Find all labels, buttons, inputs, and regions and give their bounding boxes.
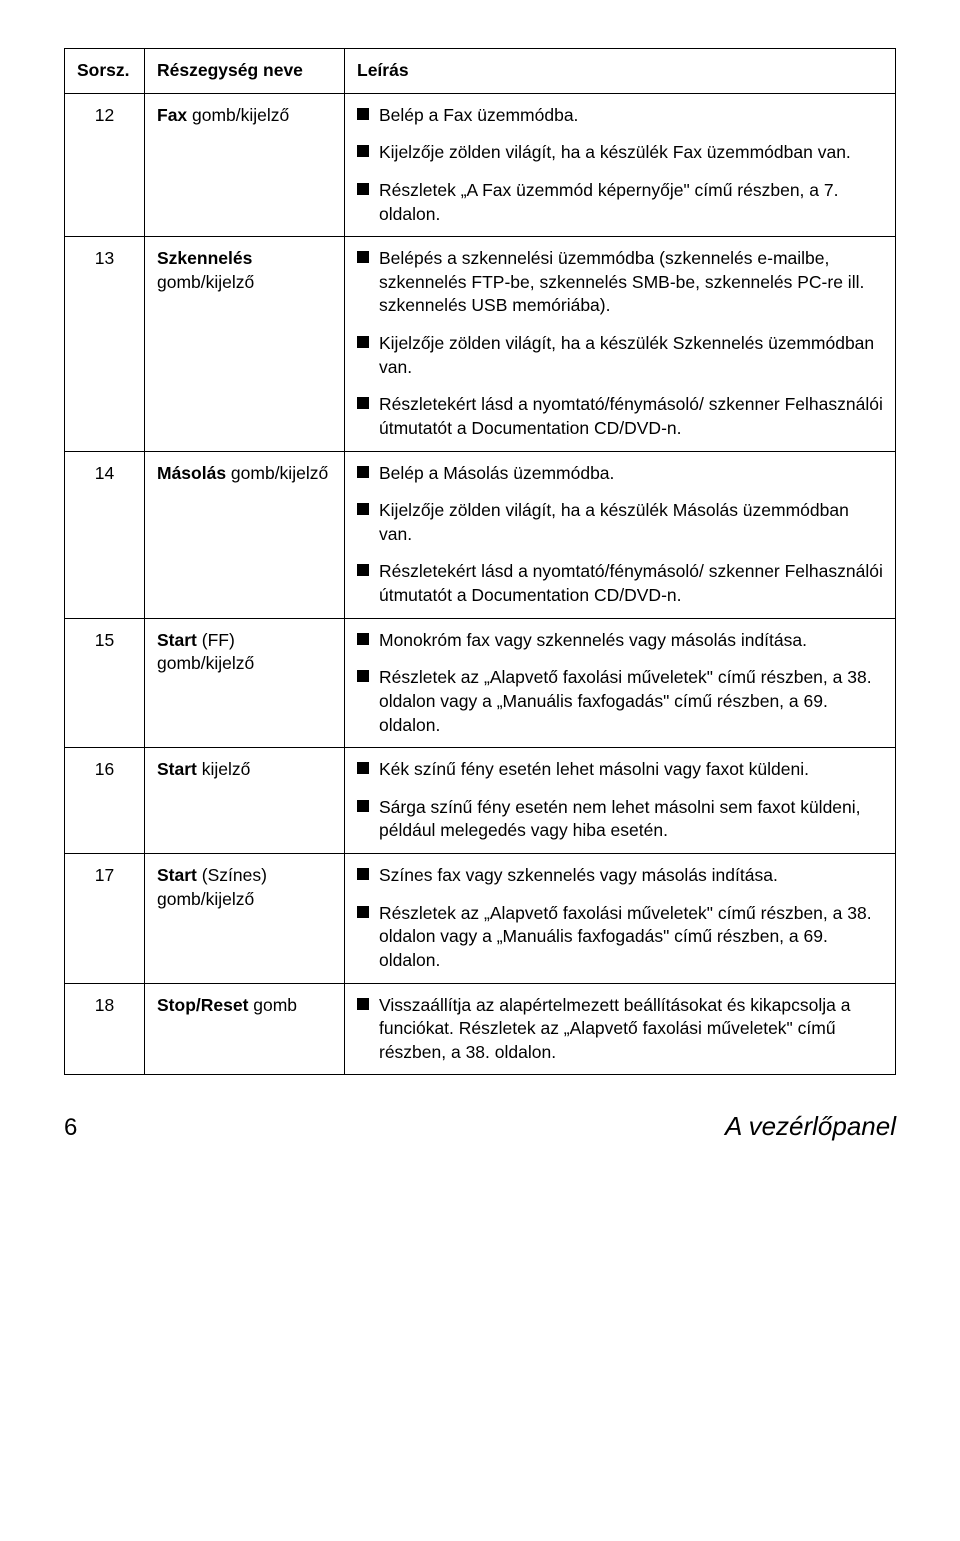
col-header-desc: Leírás xyxy=(345,49,896,94)
table-row: 16 Start kijelző Kék színű fény esetén l… xyxy=(65,748,896,854)
row-desc: Színes fax vagy szkennelés vagy másolás … xyxy=(345,854,896,984)
row-name: Start (Színes) gomb/kijelző xyxy=(145,854,345,984)
table-row: 17 Start (Színes) gomb/kijelző Színes fa… xyxy=(65,854,896,984)
row-desc: Kék színű fény esetén lehet másolni vagy… xyxy=(345,748,896,854)
bullet-item: Monokróm fax vagy szkennelés vagy másolá… xyxy=(357,629,883,653)
bullet-item: Részletekért lásd a nyomtató/fénymásoló/… xyxy=(357,393,883,440)
row-num: 13 xyxy=(65,237,145,451)
row-num: 17 xyxy=(65,854,145,984)
row-num: 15 xyxy=(65,618,145,748)
col-header-num: Sorsz. xyxy=(65,49,145,94)
row-num: 16 xyxy=(65,748,145,854)
row-name: Szkennelés gomb/kijelző xyxy=(145,237,345,451)
bullet-item: Kijelzője zölden világít, ha a készülék … xyxy=(357,141,883,165)
row-desc: Belépés a szkennelési üzemmódba (szkenne… xyxy=(345,237,896,451)
bullet-item: Részletekért lásd a nyomtató/fénymásoló/… xyxy=(357,560,883,607)
table-row: 13 Szkennelés gomb/kijelző Belépés a szk… xyxy=(65,237,896,451)
row-name: Start (FF) gomb/kijelző xyxy=(145,618,345,748)
row-desc: Belép a Fax üzemmódba. Kijelzője zölden … xyxy=(345,93,896,237)
row-desc: Visszaállítja az alapértelmezett beállít… xyxy=(345,983,896,1075)
bullet-item: Belép a Másolás üzemmódba. xyxy=(357,462,883,486)
table-body: 12 Fax gomb/kijelző Belép a Fax üzemmódb… xyxy=(65,93,896,1075)
row-num: 14 xyxy=(65,451,145,618)
table-row: 18 Stop/Reset gomb Visszaállítja az alap… xyxy=(65,983,896,1075)
bullet-item: Sárga színű fény esetén nem lehet másoln… xyxy=(357,796,883,843)
bullet-item: Belépés a szkennelési üzemmódba (szkenne… xyxy=(357,247,883,318)
table-row: 12 Fax gomb/kijelző Belép a Fax üzemmódb… xyxy=(65,93,896,237)
col-header-name: Részegység neve xyxy=(145,49,345,94)
row-name: Stop/Reset gomb xyxy=(145,983,345,1075)
bullet-item: Részletek „A Fax üzemmód képernyője" cím… xyxy=(357,179,883,226)
bullet-item: Kijelzője zölden világít, ha a készülék … xyxy=(357,332,883,379)
bullet-item: Részletek az „Alapvető faxolási művelete… xyxy=(357,902,883,973)
bullet-item: Részletek az „Alapvető faxolási művelete… xyxy=(357,666,883,737)
row-desc: Belép a Másolás üzemmódba. Kijelzője zöl… xyxy=(345,451,896,618)
row-desc: Monokróm fax vagy szkennelés vagy másolá… xyxy=(345,618,896,748)
chapter-title: A vezérlőpanel xyxy=(725,1111,896,1142)
page: Sorsz. Részegység neve Leírás 12 Fax gom… xyxy=(0,0,960,1182)
row-name: Fax gomb/kijelző xyxy=(145,93,345,237)
bullet-item: Visszaállítja az alapértelmezett beállít… xyxy=(357,994,883,1065)
bullet-item: Kijelzője zölden világít, ha a készülék … xyxy=(357,499,883,546)
row-num: 12 xyxy=(65,93,145,237)
row-name: Start kijelző xyxy=(145,748,345,854)
table-header-row: Sorsz. Részegység neve Leírás xyxy=(65,49,896,94)
row-name: Másolás gomb/kijelző xyxy=(145,451,345,618)
bullet-item: Kék színű fény esetén lehet másolni vagy… xyxy=(357,758,883,782)
bullet-item: Belép a Fax üzemmódba. xyxy=(357,104,883,128)
parts-table: Sorsz. Részegység neve Leírás 12 Fax gom… xyxy=(64,48,896,1075)
row-num: 18 xyxy=(65,983,145,1075)
page-footer: 6 A vezérlőpanel xyxy=(64,1111,896,1142)
table-row: 14 Másolás gomb/kijelző Belép a Másolás … xyxy=(65,451,896,618)
table-row: 15 Start (FF) gomb/kijelző Monokróm fax … xyxy=(65,618,896,748)
page-number: 6 xyxy=(64,1114,77,1142)
bullet-item: Színes fax vagy szkennelés vagy másolás … xyxy=(357,864,883,888)
